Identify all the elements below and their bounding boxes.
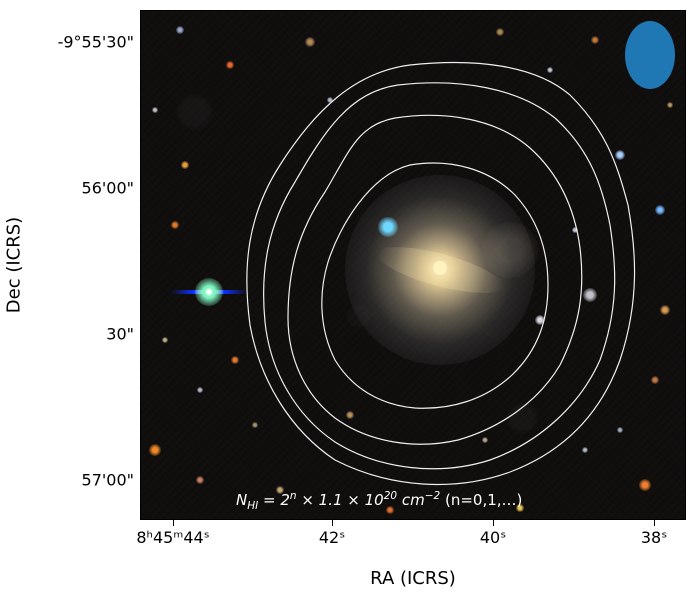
ann-mid: = 2 [258,491,290,509]
ann-sup2: 20 [384,490,397,502]
contour-path [264,83,615,469]
ann-mid2: × 1.1 × 10 [297,491,384,509]
plot-area: NHI = 2n × 1.1 × 1020 cm−2 (n=0,1,…) [140,10,686,520]
x-tickmark [493,520,494,526]
contour-formula-annotation: NHI = 2n × 1.1 × 1020 cm−2 (n=0,1,…) [236,490,522,512]
x-tick-1: 42ˢ [319,528,345,547]
x-tickmark [654,520,655,526]
x-tick-0: 8ʰ45ᵐ44ˢ [136,528,209,547]
contour-path [288,115,582,444]
x-axis-label: RA (ICRS) [370,568,456,589]
hi-contours [140,10,686,520]
ann-sub: HI [247,500,258,512]
contour-path [247,63,635,485]
x-tick-2: 40ˢ [480,528,506,547]
y-tick-3: 57'00" [82,471,134,490]
x-tick-3: 38ˢ [641,528,667,547]
ann-pre: N [236,491,247,509]
ann-tail: (n=0,1,…) [440,491,522,509]
x-tickmark [173,520,174,526]
ann-sup3: −2 [425,490,440,502]
contour-path [322,163,548,408]
x-tickmark [332,520,333,526]
ann-sup1: n [290,490,297,502]
beam-ellipse [625,21,675,89]
y-tick-0: -9°55'30" [58,33,134,52]
ann-mid3: cm [397,491,425,509]
y-tick-2: 30" [106,325,134,344]
y-axis-label: Dec (ICRS) [4,217,25,313]
figure: Dec (ICRS) RA (ICRS) -9°55'30" 56'00" 30… [0,0,696,595]
y-tick-1: 56'00" [82,179,134,198]
